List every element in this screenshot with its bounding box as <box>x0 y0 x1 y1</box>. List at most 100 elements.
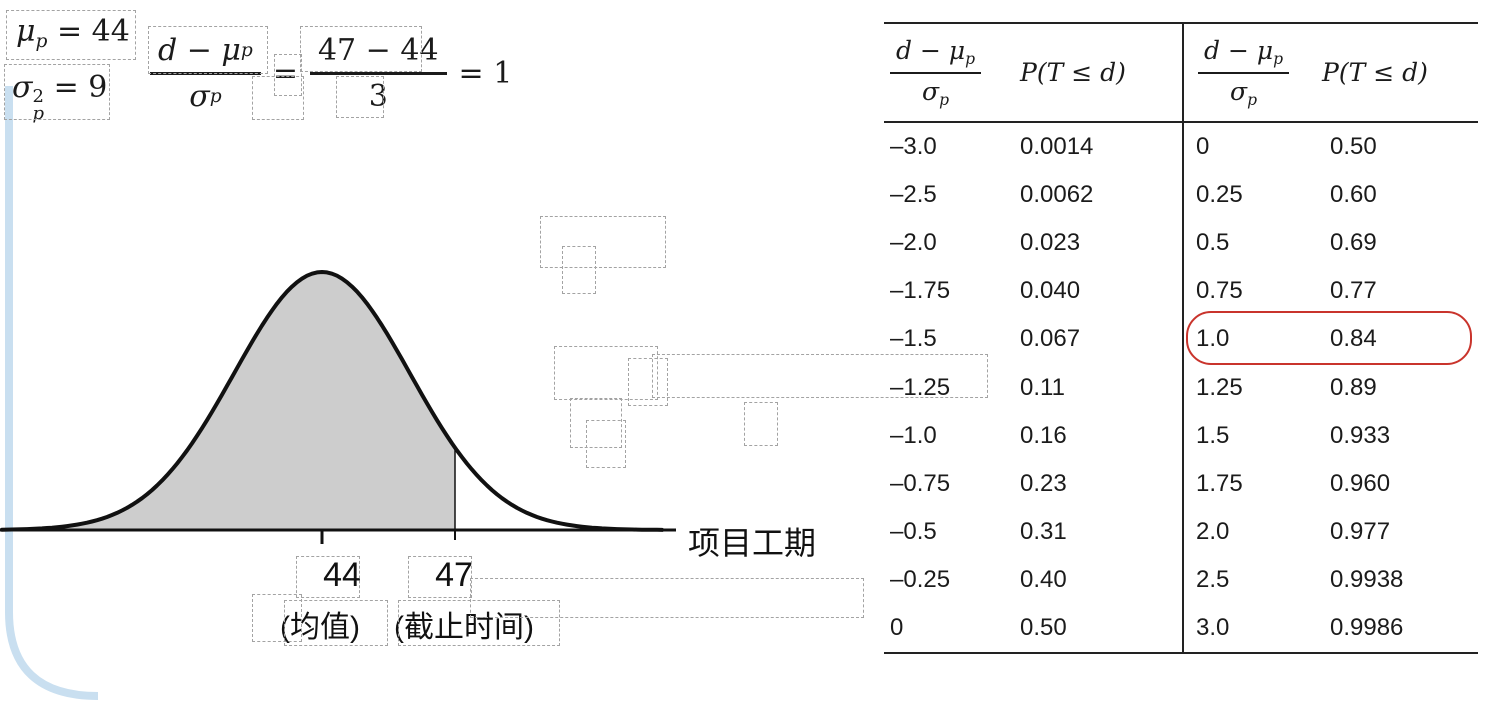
equation-result: = 1 <box>458 55 513 91</box>
table-cell: –0.25 <box>890 565 951 593</box>
fraction-bar <box>309 72 447 75</box>
table-cell: 0.977 <box>1330 517 1391 545</box>
placeholder-box <box>470 578 864 618</box>
header-numerator: d − μ <box>1204 36 1274 66</box>
table-cell: 0.960 <box>1330 469 1391 497</box>
table-cell: 2.5 <box>1196 565 1230 593</box>
table-cell: 0.60 <box>1330 181 1377 209</box>
header-numerator-sub: p <box>965 50 976 69</box>
placeholder-box <box>252 76 304 120</box>
header-numerator: d − μ <box>896 36 966 66</box>
table-cell: 2.0 <box>1196 517 1230 545</box>
probability-table: d − μp σp P(T ≤ d) d − μp σp P(T ≤ d) –3… <box>884 22 1478 654</box>
header-denominator: σ <box>1230 76 1248 106</box>
table-cell: –0.75 <box>890 469 951 497</box>
table-cell: 0 <box>890 613 904 641</box>
placeholder-box <box>300 26 422 72</box>
placeholder-box <box>148 26 268 74</box>
header-denominator-sub: p <box>1247 90 1258 109</box>
placeholder-box <box>284 600 388 646</box>
z-numeric-numerator: 47 − 44 <box>317 32 439 68</box>
placeholder-box <box>336 76 384 118</box>
table-cell: 0.0014 <box>1020 133 1094 161</box>
sigma-symbol: σ <box>12 70 33 105</box>
x-axis-label: 项目工期 <box>688 525 817 561</box>
table-row: –2.0 0.023 0.5 0.69 <box>884 219 1478 267</box>
header-probability: P(T ≤ d) <box>1020 58 1126 87</box>
header-z-fraction: d − μp σp <box>1198 36 1290 109</box>
placeholder-box <box>408 556 472 598</box>
table-cell: 0.89 <box>1330 373 1377 401</box>
header-denominator-sub: p <box>939 90 950 109</box>
table-cell: 0.5 <box>1196 229 1230 257</box>
table-cell: –2.5 <box>890 181 937 209</box>
table-row: –1.25 0.11 1.25 0.89 <box>884 363 1478 411</box>
placeholder-box <box>274 54 302 96</box>
z-numerator-sub: p <box>240 39 253 61</box>
mean-value-label: 44 <box>323 556 361 594</box>
table-cell: 0.84 <box>1330 325 1377 353</box>
table-row: –2.5 0.0062 0.25 0.60 <box>884 171 1478 219</box>
placeholder-box <box>554 346 658 400</box>
table-row: –0.25 0.40 2.5 0.9938 <box>884 556 1478 604</box>
z-denominator: σ <box>189 79 210 114</box>
placeholder-box <box>4 64 110 120</box>
table-divider <box>1182 24 1184 652</box>
placeholder-box <box>296 556 360 598</box>
table-row: –3.0 0.0014 0 0.50 <box>884 123 1478 171</box>
sigma-value: = 9 <box>53 70 108 105</box>
mu-value: = 44 <box>56 14 130 49</box>
z-denominator-sub: p <box>209 86 222 107</box>
table-cell: –0.5 <box>890 517 937 545</box>
table-cell: –1.75 <box>890 277 951 305</box>
table-cell: 0.16 <box>1020 421 1067 449</box>
table-header: d − μp σp P(T ≤ d) d − μp σp P(T ≤ d) <box>884 24 1478 123</box>
table-cell: 0.040 <box>1020 277 1081 305</box>
table-cell: 0.69 <box>1330 229 1377 257</box>
highlight-oval <box>1186 311 1472 365</box>
table-cell: 0.75 <box>1196 277 1243 305</box>
shaded-area <box>2 272 455 530</box>
header-numerator-sub: p <box>1273 50 1284 69</box>
placeholder-box <box>744 402 778 446</box>
table-cell: –1.5 <box>890 325 937 353</box>
placeholder-box <box>652 354 988 398</box>
placeholder-box <box>586 420 626 468</box>
table-cell: 0.067 <box>1020 325 1081 353</box>
placeholder-box <box>540 216 666 268</box>
table-cell: 0.77 <box>1330 277 1377 305</box>
table-row: –1.0 0.16 1.5 0.933 <box>884 412 1478 460</box>
table-cell: 0.9938 <box>1330 565 1404 593</box>
table-cell: 0.40 <box>1020 565 1067 593</box>
bell-curve-line <box>0 270 664 532</box>
deadline-value-label: 47 <box>435 556 473 594</box>
mu-formula: μp = 44 <box>16 14 130 52</box>
table-cell: 3.0 <box>1196 613 1230 641</box>
table-cell: 0.50 <box>1020 613 1067 641</box>
distribution-curve <box>0 270 676 544</box>
header-probability: P(T ≤ d) <box>1322 58 1428 87</box>
mu-symbol: μ <box>16 14 36 49</box>
table-cell: 1.75 <box>1196 469 1243 497</box>
table-cell: 0.23 <box>1020 469 1067 497</box>
table-cell: 1.5 <box>1196 421 1230 449</box>
table-cell: 0.9986 <box>1330 613 1404 641</box>
table-cell: –1.25 <box>890 373 951 401</box>
table-row: –1.75 0.040 0.75 0.77 <box>884 267 1478 315</box>
table-cell: 0.50 <box>1330 133 1377 161</box>
table-body: –3.0 0.0014 0 0.50 –2.5 0.0062 0.25 0.60 –2.0 0.0… <box>884 123 1478 652</box>
table-cell: –3.0 <box>890 133 937 161</box>
header-denominator: σ <box>922 76 940 106</box>
table-cell: 0 <box>1196 133 1210 161</box>
table-row: –0.75 0.23 1.75 0.960 <box>884 460 1478 508</box>
table-row: –0.5 0.31 2.0 0.977 <box>884 508 1478 556</box>
mu-subscript: p <box>35 31 48 53</box>
placeholder-box <box>628 358 668 406</box>
placeholder-box <box>562 246 596 294</box>
header-z-fraction: d − μp σp <box>890 36 982 109</box>
table-cell: 1.25 <box>1196 373 1243 401</box>
z-numerator: d − μ <box>158 32 241 68</box>
